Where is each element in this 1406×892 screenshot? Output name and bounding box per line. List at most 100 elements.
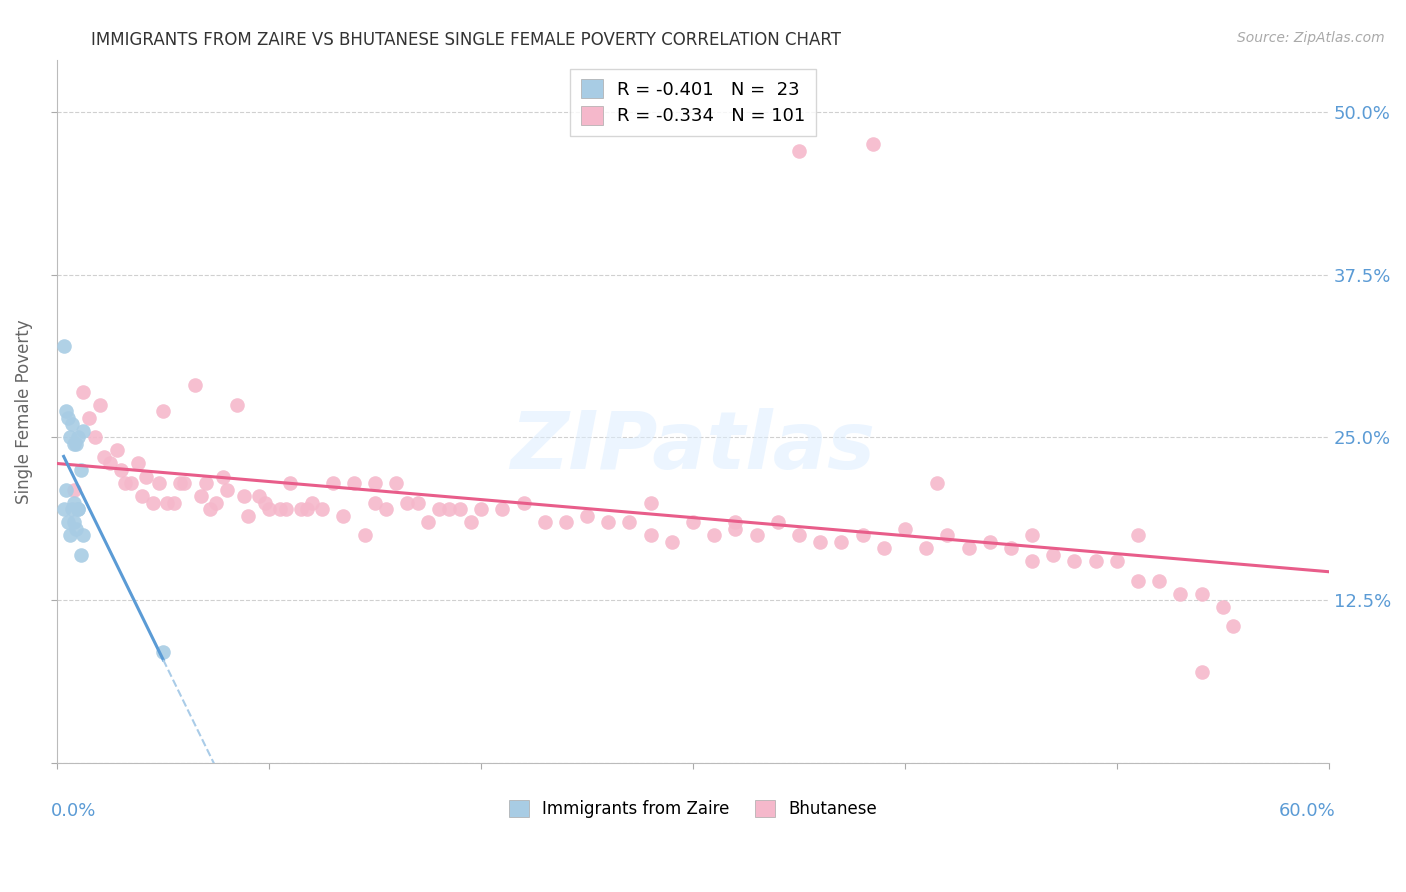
Point: [55, 483, 77, 497]
Point: [322, 476, 344, 491]
Point: [1084, 554, 1107, 568]
Point: [311, 502, 333, 516]
Point: [830, 534, 852, 549]
Point: [169, 476, 191, 491]
Point: [148, 476, 170, 491]
Point: [297, 502, 319, 516]
Point: [787, 528, 810, 542]
Point: [77, 410, 100, 425]
Point: [114, 476, 136, 491]
Point: [724, 522, 747, 536]
Point: [52, 339, 75, 353]
Point: [152, 645, 174, 659]
Point: [135, 469, 157, 483]
Point: [449, 502, 471, 516]
Point: [121, 476, 143, 491]
Point: [84, 430, 107, 444]
Point: [290, 502, 312, 516]
Point: [65, 437, 87, 451]
Y-axis label: Single Female Poverty: Single Female Poverty: [15, 319, 32, 504]
Point: [491, 502, 513, 516]
Point: [253, 495, 276, 509]
Text: IMMIGRANTS FROM ZAIRE VS BHUTANESE SINGLE FEMALE POVERTY CORRELATION CHART: IMMIGRANTS FROM ZAIRE VS BHUTANESE SINGL…: [91, 31, 841, 49]
Point: [1126, 528, 1149, 542]
Point: [98, 457, 121, 471]
Point: [598, 515, 620, 529]
Point: [72, 528, 94, 542]
Point: [205, 495, 228, 509]
Point: [418, 515, 440, 529]
Point: [894, 522, 917, 536]
Point: [936, 528, 959, 542]
Point: [957, 541, 980, 556]
Point: [1222, 619, 1244, 633]
Point: [353, 528, 375, 542]
Point: [232, 489, 254, 503]
Point: [280, 476, 302, 491]
Point: [269, 502, 291, 516]
Point: [60, 417, 83, 432]
Point: [406, 495, 429, 509]
Point: [56, 410, 79, 425]
Point: [63, 515, 86, 529]
Point: [873, 541, 896, 556]
Point: [72, 424, 94, 438]
Point: [276, 502, 298, 516]
Point: [1063, 554, 1085, 568]
Point: [184, 378, 207, 392]
Point: [554, 515, 576, 529]
Point: [374, 502, 396, 516]
Point: [59, 430, 82, 444]
Point: [93, 450, 115, 464]
Point: [173, 476, 195, 491]
Point: [364, 495, 387, 509]
Point: [156, 495, 179, 509]
Point: [395, 495, 418, 509]
Point: [65, 522, 87, 536]
Point: [1191, 587, 1213, 601]
Point: [470, 502, 492, 516]
Point: [427, 502, 450, 516]
Point: [60, 502, 83, 516]
Point: [67, 430, 90, 444]
Point: [460, 515, 482, 529]
Point: [1126, 574, 1149, 588]
Point: [385, 476, 408, 491]
Point: [56, 515, 79, 529]
Point: [215, 483, 238, 497]
Point: [63, 495, 86, 509]
Point: [979, 534, 1001, 549]
Point: [766, 515, 789, 529]
Point: [1147, 574, 1170, 588]
Point: [1021, 528, 1043, 542]
Point: [163, 495, 186, 509]
Text: 60.0%: 60.0%: [1278, 802, 1336, 820]
Point: [127, 457, 149, 471]
Text: 0.0%: 0.0%: [51, 802, 97, 820]
Point: [1212, 599, 1234, 614]
Point: [343, 476, 366, 491]
Point: [69, 548, 91, 562]
Point: [247, 489, 270, 503]
Point: [67, 502, 90, 516]
Point: [364, 476, 387, 491]
Point: [59, 528, 82, 542]
Point: [787, 144, 810, 158]
Legend: Immigrants from Zaire, Bhutanese: Immigrants from Zaire, Bhutanese: [502, 794, 883, 825]
Text: Source: ZipAtlas.com: Source: ZipAtlas.com: [1237, 31, 1385, 45]
Point: [332, 508, 354, 523]
Point: [925, 476, 948, 491]
Point: [211, 469, 233, 483]
Point: [198, 502, 221, 516]
Point: [619, 515, 641, 529]
Point: [257, 502, 280, 516]
Point: [1000, 541, 1022, 556]
Point: [745, 528, 768, 542]
Point: [301, 495, 323, 509]
Point: [63, 483, 86, 497]
Point: [105, 443, 128, 458]
Point: [63, 437, 86, 451]
Point: [142, 495, 165, 509]
Point: [52, 502, 75, 516]
Point: [724, 515, 747, 529]
